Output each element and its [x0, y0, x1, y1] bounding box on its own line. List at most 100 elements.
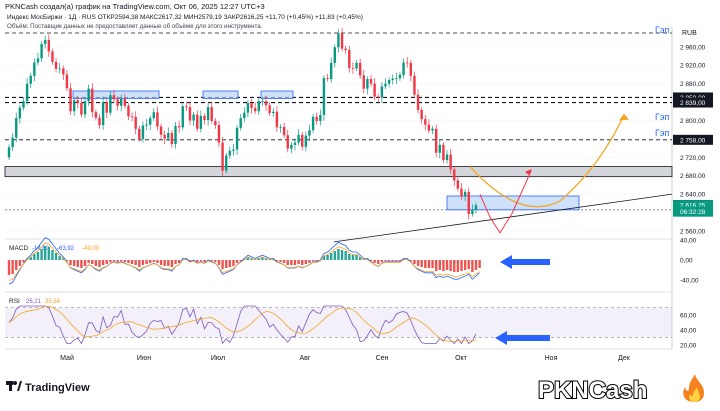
candle-body — [463, 191, 467, 197]
macd-histogram-bar — [98, 260, 101, 267]
macd-histogram-bar — [463, 260, 467, 270]
candle-body — [174, 126, 177, 144]
macd-histogram-bar — [391, 260, 394, 261]
candle-body — [192, 114, 195, 121]
macd-histogram-bar — [456, 260, 460, 272]
macd-histogram-bar — [148, 260, 152, 263]
x-axis-label: Окт — [455, 355, 468, 362]
x-axis-label: Июн — [137, 355, 151, 362]
projection-orange — [469, 114, 625, 208]
x-axis-label: Дек — [618, 355, 631, 362]
candle-body — [348, 50, 351, 68]
candle-body — [380, 86, 384, 98]
candle-body — [453, 169, 456, 181]
candle-body — [18, 107, 22, 119]
price-badge — [673, 200, 713, 211]
candle-body — [170, 132, 174, 144]
candle-body — [409, 62, 413, 76]
price-badge-label: 06:32:28 — [680, 209, 706, 216]
candle-body — [148, 118, 152, 125]
candle-body — [460, 188, 463, 197]
candle-body — [235, 127, 239, 150]
candle-body — [228, 150, 232, 156]
candle-body — [250, 102, 253, 109]
candle-body — [261, 101, 264, 102]
symbol-info-line[interactable]: Индекс МосБиржи · 1Д · RUS ОТКР2594,38 М… — [7, 14, 363, 21]
macd-legend-name: MACD — [9, 245, 28, 252]
candle-body — [434, 128, 438, 153]
macd-histogram-bar — [449, 260, 452, 271]
projection-orange-arrow — [619, 113, 629, 121]
candle-body — [315, 116, 318, 121]
candle-body — [134, 116, 137, 129]
macd-histogram-bar — [340, 250, 344, 260]
candle-body — [344, 48, 347, 51]
candle-body — [420, 109, 423, 120]
rsi-arrow-icon — [495, 331, 550, 345]
macd-histogram-bar — [315, 260, 318, 261]
tradingview-logo: TradingView — [6, 381, 90, 394]
x-axis-label: Ноя — [545, 355, 558, 362]
candle-body — [286, 135, 289, 149]
candle-body — [80, 102, 83, 115]
candle-body — [290, 144, 293, 149]
macd-histogram-bar — [76, 260, 79, 267]
macd-histogram-bar — [304, 260, 308, 264]
candle-body — [243, 112, 246, 119]
macd-histogram-bar — [232, 260, 235, 266]
candle-body — [199, 115, 203, 129]
macd-histogram-bar — [217, 260, 221, 265]
macd-histogram-bar — [120, 260, 123, 261]
gap-zone-box — [202, 90, 239, 99]
macd-histogram-bar — [471, 260, 474, 272]
candle-body — [203, 115, 206, 121]
candle-body — [145, 124, 148, 126]
candle-body — [159, 126, 163, 135]
macd-histogram-bar — [18, 260, 22, 266]
macd-signal-line — [8, 242, 480, 281]
candle-body — [25, 83, 29, 102]
candle-body — [272, 111, 275, 114]
macd-histogram-bar — [80, 260, 83, 268]
candle-body — [217, 125, 221, 143]
rsi-legend-v2: 35,84 — [45, 299, 61, 305]
price-tick-label: 2 640,00 — [680, 192, 706, 199]
macd-histogram-bar — [112, 260, 116, 261]
candle-body — [471, 209, 474, 214]
candle-body — [366, 79, 369, 89]
macd-histogram-bar — [329, 253, 333, 260]
candle-body — [387, 79, 391, 84]
macd-histogram-bar — [163, 260, 166, 266]
macd-histogram-bar — [221, 260, 224, 269]
macd-histogram-bar — [69, 260, 72, 265]
candle-body — [101, 102, 105, 126]
candle-body — [304, 135, 308, 147]
macd-histogram-bar — [62, 258, 65, 260]
attribution-header: PKNCash создал(а) график на TradingView.… — [5, 2, 265, 11]
macd-histogram-bar — [65, 260, 69, 261]
macd-histogram-bar — [460, 260, 463, 271]
candle-body — [65, 74, 69, 89]
candle-body — [181, 106, 184, 128]
candle-body — [167, 132, 170, 139]
candle-body — [395, 78, 398, 79]
macd-arrow-icon — [500, 255, 550, 269]
volume-note: Объём: Поставщик данных не предоставляет… — [7, 23, 263, 30]
macd-histogram-bar — [152, 260, 155, 262]
candle-body — [22, 101, 25, 108]
macd-histogram-bar — [424, 260, 427, 268]
rsi-tick-label: 20,00 — [680, 343, 697, 350]
macd-histogram-bar — [91, 260, 94, 264]
macd-histogram-bar — [427, 260, 431, 268]
candle-body — [239, 118, 242, 128]
candle-body — [87, 88, 90, 102]
trend-line — [333, 193, 673, 243]
candle-body — [319, 114, 322, 121]
macd-histogram-bar — [344, 251, 347, 260]
macd-histogram-bar — [58, 256, 61, 260]
macd-histogram-bar — [210, 260, 213, 261]
candle-body — [398, 74, 402, 79]
macd-tick-label: 0,00 — [680, 258, 693, 265]
price-badge — [673, 92, 713, 103]
